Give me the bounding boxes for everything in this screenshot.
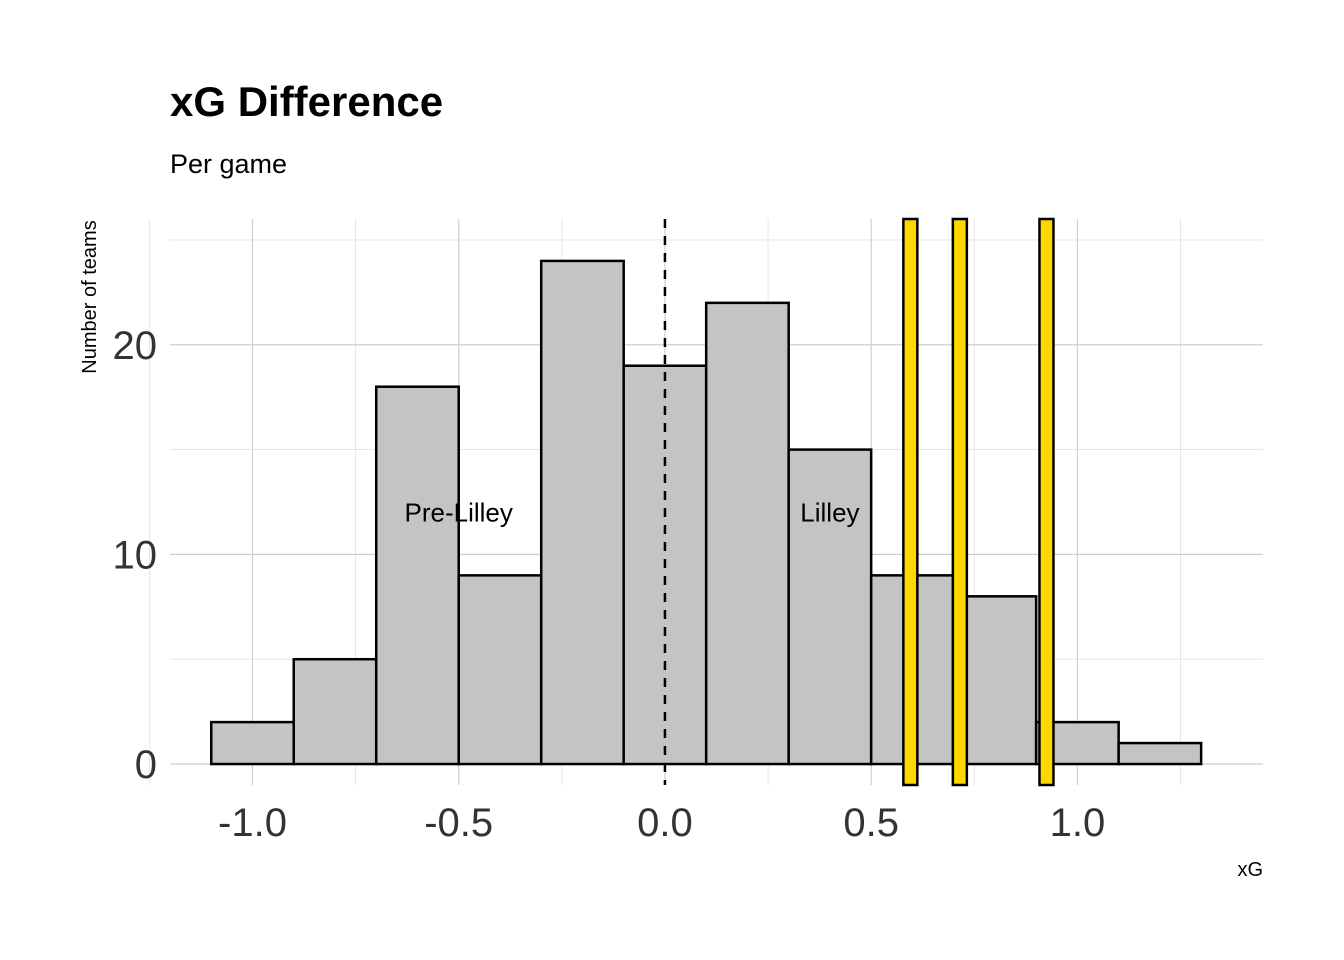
x-tick-label: -0.5 (424, 801, 493, 845)
histogram-bars (209, 259, 1203, 766)
highlight-lines (902, 217, 1055, 787)
histogram-bar (539, 259, 625, 766)
histogram-bar (787, 448, 873, 766)
y-axis-label: Number of teams (79, 220, 101, 373)
highlight-line (902, 217, 919, 787)
annotations: Pre-Lilley Lilley (405, 497, 860, 527)
histogram-bar (209, 720, 295, 766)
histogram-bar (374, 385, 460, 766)
histogram-bar (704, 301, 790, 766)
annotation-label: Pre-Lilley (405, 497, 513, 527)
x-tick-label: -1.0 (218, 801, 287, 845)
histogram-bar (1117, 741, 1203, 766)
x-tick-label: 0.5 (843, 801, 899, 845)
x-axis-ticks: -1.0 -0.5 0.0 0.5 1.0 (218, 801, 1105, 845)
y-tick-label: 10 (113, 533, 158, 577)
x-axis-label: xG (1237, 859, 1263, 881)
histogram-bar (292, 657, 378, 766)
y-axis-ticks: 0 10 20 (113, 324, 158, 787)
chart-title: xG Difference (170, 78, 443, 125)
y-tick-label: 0 (135, 743, 157, 787)
highlight-line (951, 217, 969, 787)
y-tick-label: 20 (113, 324, 158, 368)
histogram-bar (457, 574, 543, 766)
x-tick-label: 0.0 (637, 801, 693, 845)
annotation-label: Lilley (800, 497, 859, 527)
highlight-line (1038, 217, 1055, 787)
x-tick-label: 1.0 (1050, 801, 1106, 845)
chart-subtitle: Per game (170, 149, 287, 179)
